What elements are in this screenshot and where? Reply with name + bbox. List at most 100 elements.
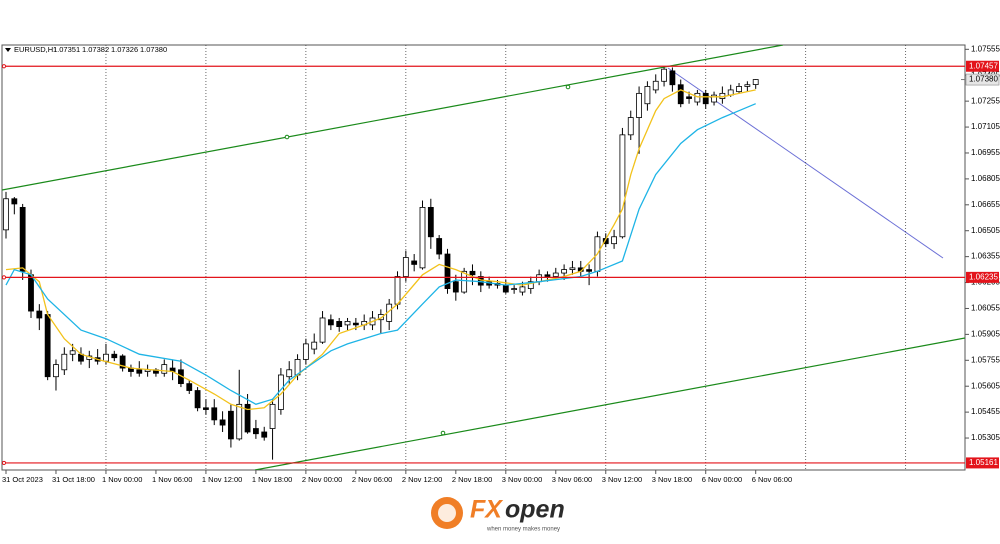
candle-body	[711, 94, 717, 103]
candle-body	[519, 286, 526, 293]
candle-body	[61, 353, 68, 371]
header-low: 1.07326	[111, 45, 138, 54]
candle-body	[427, 206, 434, 238]
header-high: 1.07382	[82, 45, 109, 54]
x-tick-label: 6 Nov 00:00	[702, 475, 742, 484]
menu-arrow	[5, 48, 11, 52]
candle-body	[19, 206, 26, 272]
candle-body	[352, 322, 359, 326]
x-tick-label: 2 Nov 12:00	[402, 475, 442, 484]
candle-body	[452, 281, 459, 293]
candle-body	[119, 355, 126, 369]
candle-body	[611, 236, 617, 245]
candle-body	[402, 257, 409, 277]
candle-body	[627, 117, 634, 136]
y-tick-label: 1.05305	[971, 433, 1000, 442]
logo-tagline: when money makes money	[486, 527, 560, 533]
candle-body	[327, 319, 334, 326]
overlay-line	[5, 103, 756, 406]
y-tick-label: 1.06055	[971, 304, 1000, 313]
candle-body	[28, 274, 34, 312]
candle-body	[702, 92, 709, 105]
candle-body	[661, 68, 667, 82]
y-tick-label: 1.05755	[971, 355, 1000, 364]
x-tick-label: 1 Nov 06:00	[152, 475, 192, 484]
candle-body	[669, 70, 676, 86]
candle-body	[311, 341, 318, 350]
candle-body	[344, 321, 351, 326]
plot-area	[2, 45, 965, 470]
candle-body	[261, 431, 268, 438]
y-tick-label: 1.06955	[971, 148, 1000, 157]
candle-body	[677, 84, 684, 105]
candle-body	[569, 267, 576, 270]
candle-body	[752, 79, 759, 85]
candle-body	[336, 321, 343, 328]
y-tick-label: 1.06805	[971, 174, 1000, 183]
x-tick-label: 3 Nov 00:00	[502, 475, 542, 484]
candle-body	[244, 403, 251, 433]
logo-suffix: open	[505, 496, 565, 524]
candle-body	[436, 238, 443, 255]
y-tick-label: 1.07255	[971, 96, 1000, 105]
candle-body	[236, 403, 243, 440]
channel-point	[284, 134, 290, 140]
level-label: 1.06235	[969, 272, 998, 281]
level-anchor	[1, 275, 7, 280]
candle-body	[394, 276, 401, 305]
level-label-box	[966, 60, 999, 72]
header-open: 1.07351	[53, 45, 80, 54]
logo: FX open when money makes money	[431, 496, 565, 533]
x-tick-label: 2 Nov 00:00	[302, 475, 342, 484]
candle-body	[586, 269, 592, 272]
candle-body	[252, 428, 259, 435]
candle-body	[286, 369, 293, 378]
candle-body	[186, 383, 193, 391]
x-tick-label: 3 Nov 18:00	[652, 475, 692, 484]
candle-body	[411, 260, 418, 265]
candle-body	[686, 96, 692, 99]
header: EURUSD,H1 1.07351 1.07382 1.07326 1.0738…	[5, 45, 167, 54]
logo-icon-inner	[438, 504, 456, 522]
candle-body	[319, 317, 326, 343]
candle-body	[44, 314, 51, 378]
candle-body	[552, 272, 559, 277]
candle-body	[744, 84, 751, 87]
y-tick-label: 1.06655	[971, 200, 1000, 209]
channel-point	[440, 430, 446, 436]
candle-body	[527, 281, 534, 289]
candle-body	[652, 80, 659, 91]
overlay-line	[5, 89, 756, 411]
candle-body	[561, 269, 568, 274]
candle-body	[544, 274, 551, 277]
x-tick-label: 3 Nov 06:00	[552, 475, 592, 484]
candle-body	[161, 364, 168, 374]
candle-body	[644, 86, 651, 105]
x-tick-label: 6 Nov 06:00	[752, 475, 792, 484]
candle-body	[103, 353, 109, 362]
candle-body	[469, 270, 476, 276]
level-label: 1.07457	[969, 61, 998, 70]
x-tick-label: 31 Oct 2023	[2, 475, 43, 484]
candle-body	[419, 206, 426, 269]
x-tick-label: 1 Nov 12:00	[202, 475, 242, 484]
candle-body	[511, 288, 518, 290]
channel-upper	[2, 45, 784, 191]
candle-body	[3, 198, 9, 231]
candle-body	[502, 284, 509, 293]
level-label-box	[966, 457, 999, 469]
symbol: EURUSD,H1	[14, 45, 57, 54]
header-close: 1.07380	[140, 45, 167, 54]
candle-body	[694, 92, 701, 103]
candle-body	[377, 314, 384, 321]
candle-body	[111, 353, 118, 359]
candle-body	[69, 350, 76, 355]
logo-prefix: FX	[470, 496, 503, 524]
candle-body	[636, 92, 642, 118]
last-price-label: 1.07380	[969, 75, 998, 84]
y-tick-label: 1.07105	[971, 122, 1000, 131]
y-tick-label: 1.07555	[971, 44, 1000, 53]
candle-body	[444, 253, 451, 289]
y-tick-label: 1.06355	[971, 252, 1000, 261]
